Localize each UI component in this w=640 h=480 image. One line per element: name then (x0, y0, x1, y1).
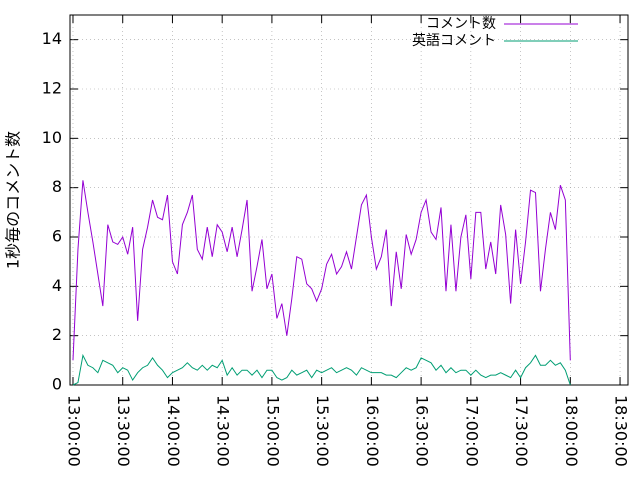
series-line (72, 353, 571, 386)
series-line (72, 180, 571, 361)
y-tick-label: 12 (42, 79, 62, 98)
x-tick-label: 18:00:00 (562, 395, 581, 467)
y-tick-label: 10 (42, 128, 62, 147)
x-tick-label: 18:30:00 (612, 395, 631, 467)
y-tick-label: 6 (52, 227, 62, 246)
x-tick-label: 15:30:00 (313, 395, 332, 467)
x-tick-label: 17:30:00 (512, 395, 531, 467)
y-tick-label: 8 (52, 177, 62, 196)
x-tick-label: 14:30:00 (214, 395, 233, 467)
x-tick-label: 13:30:00 (114, 395, 133, 467)
x-tick-label: 15:00:00 (263, 395, 282, 467)
legend-label: コメント数 (426, 16, 496, 32)
x-tick-label: 17:00:00 (462, 395, 481, 467)
x-tick-label: 16:00:00 (363, 395, 382, 467)
y-axis-label: 1秒毎のコメント数 (4, 131, 23, 269)
legend-label: 英語コメント (412, 32, 496, 49)
x-tick-label: 16:30:00 (413, 395, 432, 467)
plot-border (69, 14, 629, 386)
y-tick-label: 14 (42, 29, 62, 48)
x-tick-label: 14:00:00 (164, 395, 183, 467)
x-tick-label: 13:00:00 (64, 395, 83, 467)
y-tick-label: 4 (52, 276, 62, 295)
y-tick-label: 0 (52, 375, 62, 394)
y-tick-label: 2 (52, 325, 62, 344)
